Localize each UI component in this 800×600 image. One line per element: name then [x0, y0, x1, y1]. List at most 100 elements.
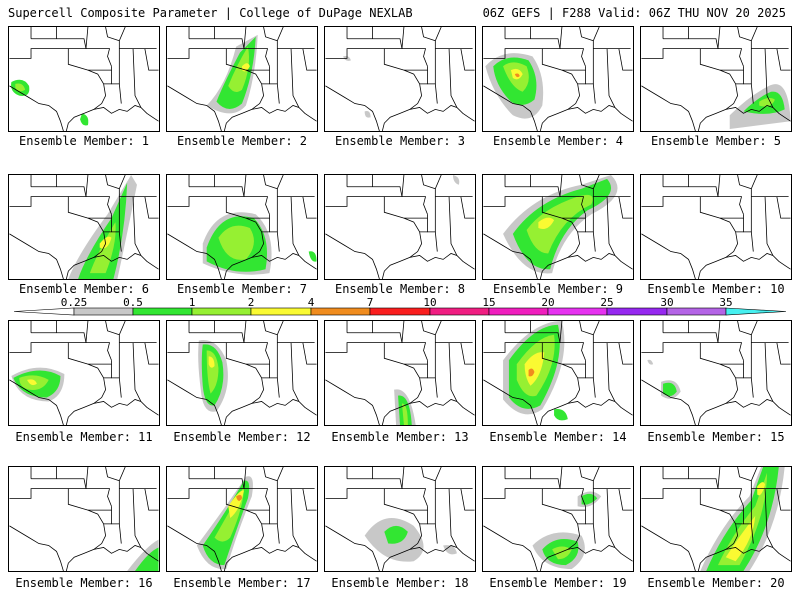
boundary-line	[483, 48, 580, 131]
boundary-line	[105, 175, 120, 190]
map-svg	[641, 27, 791, 131]
boundary-line	[31, 478, 87, 489]
map-svg	[641, 175, 791, 279]
boundary-line	[641, 488, 738, 571]
boundary-line	[251, 399, 317, 416]
boundary-line	[641, 233, 696, 279]
member-caption: Ensemble Member: 9	[492, 282, 624, 296]
boundary-line	[483, 85, 538, 131]
boundary-line	[132, 196, 142, 256]
boundary-line	[419, 510, 428, 525]
map-panel-member-13	[324, 320, 476, 426]
boundary-line	[735, 364, 744, 379]
boundary-line	[167, 85, 222, 131]
boundary-line	[559, 48, 586, 67]
boundary-line	[9, 379, 64, 425]
boundary-line	[577, 218, 586, 233]
scp-contour	[80, 113, 89, 126]
map-panel-member-6	[8, 174, 160, 280]
map-panel-member-2	[166, 26, 318, 132]
colorbar-segment	[250, 307, 312, 316]
boundary-line	[776, 488, 791, 511]
scp-contour	[647, 359, 654, 365]
colorbar-right-arrow	[725, 307, 787, 316]
boundary-line	[93, 253, 159, 270]
boundary-line	[585, 523, 596, 544]
boundary-line	[403, 214, 428, 219]
boundary-line	[561, 506, 586, 511]
boundary-line	[276, 467, 284, 524]
boundary-line	[325, 379, 380, 425]
boundary-line	[167, 233, 222, 279]
boundary-line	[427, 523, 438, 544]
boundary-line	[663, 332, 719, 343]
boundary-line	[579, 467, 594, 482]
boundary-line	[776, 48, 791, 71]
map-svg	[167, 467, 317, 571]
boundary-line	[559, 488, 586, 507]
boundary-line	[261, 364, 270, 379]
boundary-line	[243, 488, 270, 507]
map-panel-member-20	[640, 466, 792, 572]
boundary-line	[276, 175, 284, 232]
boundary-line	[269, 83, 280, 104]
scp-contour	[452, 175, 460, 185]
boundary-line	[577, 364, 586, 379]
boundary-line	[561, 360, 586, 365]
boundary-line	[401, 321, 405, 343]
boundary-line	[585, 377, 596, 398]
boundary-line	[585, 83, 596, 104]
boundary-line	[189, 478, 245, 489]
boundary-line	[717, 175, 721, 197]
scp-contour	[308, 251, 317, 262]
boundary-line	[448, 48, 458, 108]
scp-contour	[524, 352, 545, 386]
boundary-line	[719, 66, 744, 71]
colorbar-tick-label: 1	[189, 296, 196, 309]
map-svg	[9, 321, 159, 425]
boundary-line	[725, 399, 791, 416]
member-caption: Ensemble Member: 11	[15, 430, 153, 444]
map-panel-member-4	[482, 26, 634, 132]
boundary-line	[427, 83, 438, 104]
boundary-line	[245, 360, 270, 365]
header-title: Supercell Composite Parameter | College …	[8, 6, 413, 20]
boundary-line	[401, 27, 405, 49]
boundary-line	[719, 506, 744, 511]
scp-contour	[15, 83, 26, 92]
scp-contour	[236, 494, 242, 501]
boundary-line	[251, 545, 317, 562]
boundary-line	[409, 545, 475, 562]
boundary-line	[263, 27, 278, 42]
member-caption: Ensemble Member: 17	[173, 576, 311, 590]
boundary-line	[269, 377, 280, 398]
scp-contour	[218, 225, 254, 260]
boundary-line	[118, 175, 126, 232]
boundary-line	[31, 38, 87, 49]
boundary-line	[460, 488, 475, 511]
scp-contour	[384, 525, 408, 544]
member-caption: Ensemble Member: 7	[176, 282, 308, 296]
scp-contour	[364, 110, 371, 118]
map-panel-member-16	[8, 466, 160, 572]
boundary-line	[105, 321, 120, 336]
boundary-line	[448, 196, 458, 256]
boundary-line	[85, 342, 112, 361]
boundary-line	[347, 38, 403, 49]
boundary-line	[403, 66, 428, 71]
scp-contour	[759, 98, 775, 107]
boundary-line	[725, 545, 791, 562]
boundary-line	[87, 360, 112, 365]
boundary-line	[618, 48, 633, 71]
member-caption: Ensemble Member: 18	[331, 576, 469, 590]
boundary-line	[735, 510, 744, 525]
map-svg	[167, 175, 317, 279]
member-caption: Ensemble Member: 19	[489, 576, 627, 590]
boundary-line	[641, 525, 696, 571]
boundary-line	[448, 342, 458, 402]
scp-contour	[528, 368, 535, 377]
boundary-line	[189, 186, 245, 197]
boundary-line	[85, 196, 112, 215]
boundary-line	[243, 196, 270, 215]
boundary-line	[118, 321, 126, 378]
